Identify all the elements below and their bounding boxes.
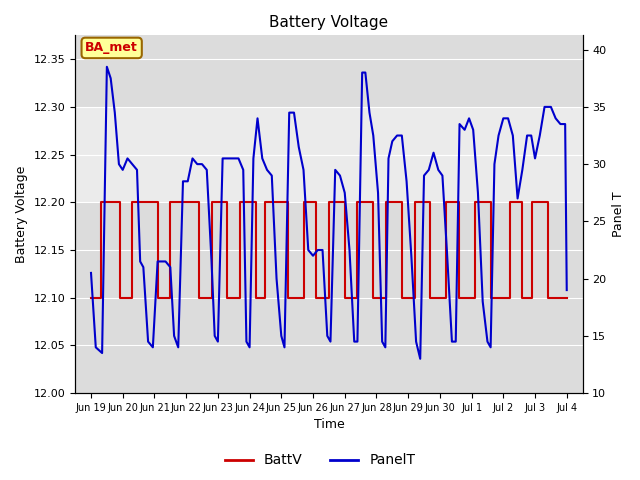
Legend: BattV, PanelT: BattV, PanelT [220, 448, 420, 473]
Y-axis label: Battery Voltage: Battery Voltage [15, 166, 28, 263]
X-axis label: Time: Time [314, 419, 344, 432]
Title: Battery Voltage: Battery Voltage [269, 15, 388, 30]
Y-axis label: Panel T: Panel T [612, 192, 625, 237]
Bar [75, 107, 582, 202]
Text: BA_met: BA_met [85, 41, 138, 54]
